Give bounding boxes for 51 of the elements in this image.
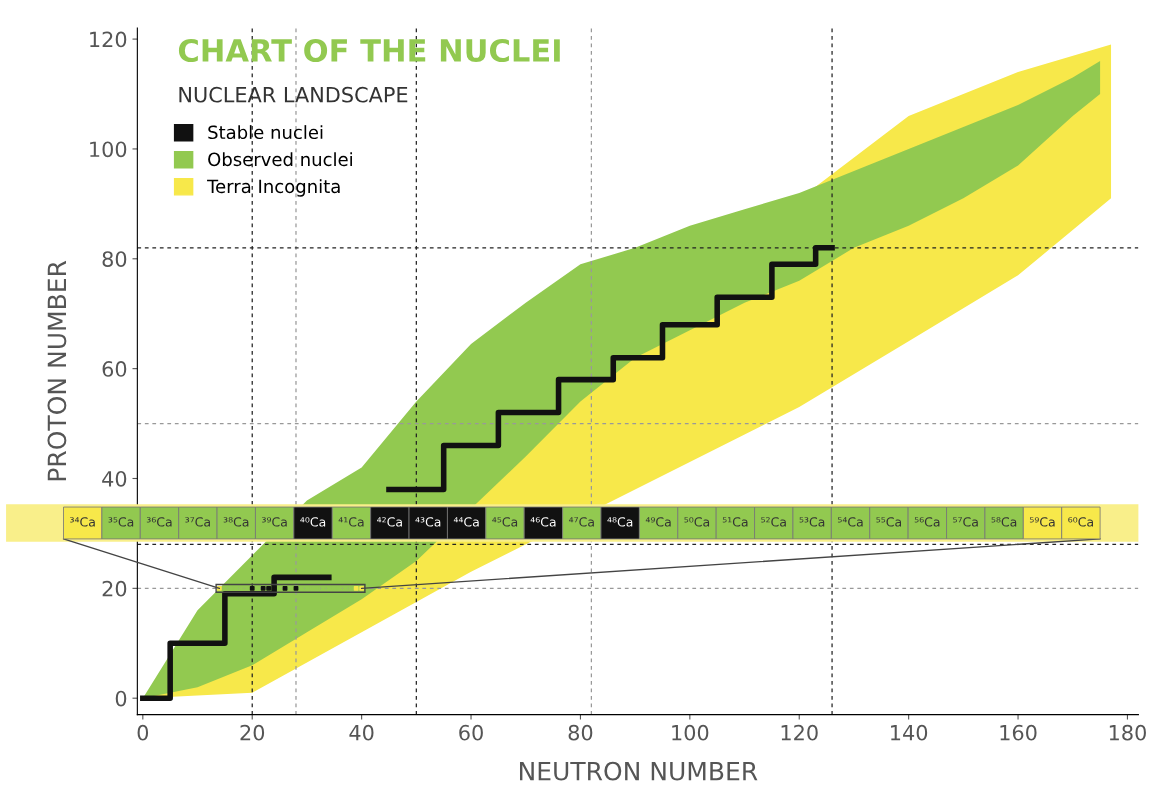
y-tick-label: 100 [90,141,127,158]
x-tick-label: 0 [137,724,149,741]
y-tick-label: 120 [90,31,127,48]
annotation: ⁴³Ca [415,517,441,527]
x-axis-title: NEUTRON NUMBER [520,761,758,781]
annotation: ⁵⁵Ca [876,517,902,527]
legend-label: Stable nuclei [208,125,323,140]
x-tick-label: 180 [1109,724,1146,741]
annotation: ⁴⁹Ca [645,517,671,527]
x-tick-label: 20 [240,724,265,741]
annotation: ⁴⁵Ca [492,517,518,527]
annotation: ⁴²Ca [377,517,402,527]
y-axis-title: PROTON NUMBER [47,260,67,481]
annotation: ³⁷Ca [185,517,210,527]
annotation: ³⁴Ca [70,517,95,527]
annotation: ⁵³Ca [799,517,825,527]
annotation: ⁵⁸Ca [991,517,1017,527]
annotation: ⁵⁰Ca [684,517,710,527]
annotation: ⁵⁴Ca [837,517,863,527]
y-tick-label: 80 [102,251,127,267]
x-tick-label: 60 [459,724,483,741]
annotation: ⁵⁶Ca [914,517,940,527]
chart-title: CHART OF THE NUCLEI [178,38,560,63]
annotation: ⁵⁷Ca [953,517,978,527]
x-tick-label: 40 [349,724,374,741]
annotation: ³⁹Ca [262,517,287,527]
annotation: ⁴¹Ca [338,517,364,527]
annotation: ⁴⁸Ca [607,517,633,527]
y-tick-label: 60 [102,361,127,377]
annotation: ⁶⁰Ca [1068,517,1093,527]
annotation: ³⁶Ca [146,517,172,527]
x-tick-label: 140 [891,724,928,741]
text: NUCLEAR LANDSCAPE [179,86,408,103]
annotation: ⁵¹Ca [722,517,748,527]
x-tick-label: 160 [1000,724,1037,741]
legend-label: Terra Incognita [207,179,340,197]
y-tick-label: 20 [102,580,127,597]
x-tick-label: 80 [568,724,593,741]
annotation: ⁴⁰Ca [300,517,326,527]
annotation: ⁴⁴Ca [453,517,479,527]
y-tick-label: 0 [115,690,127,707]
x-tick-label: 100 [672,724,709,741]
y-tick-label: 40 [102,470,127,487]
annotation: ⁵⁹Ca [1029,517,1055,527]
annotation: ³⁸Ca [223,517,249,527]
x-tick-label: 120 [781,724,818,741]
legend-label: Observed nuclei [208,152,352,167]
annotation: ⁴⁶Ca [530,517,556,527]
text: ³⁵Ca [108,517,134,527]
annotation: ⁴⁷Ca [568,517,594,527]
annotation: ⁵²Ca [761,517,786,527]
